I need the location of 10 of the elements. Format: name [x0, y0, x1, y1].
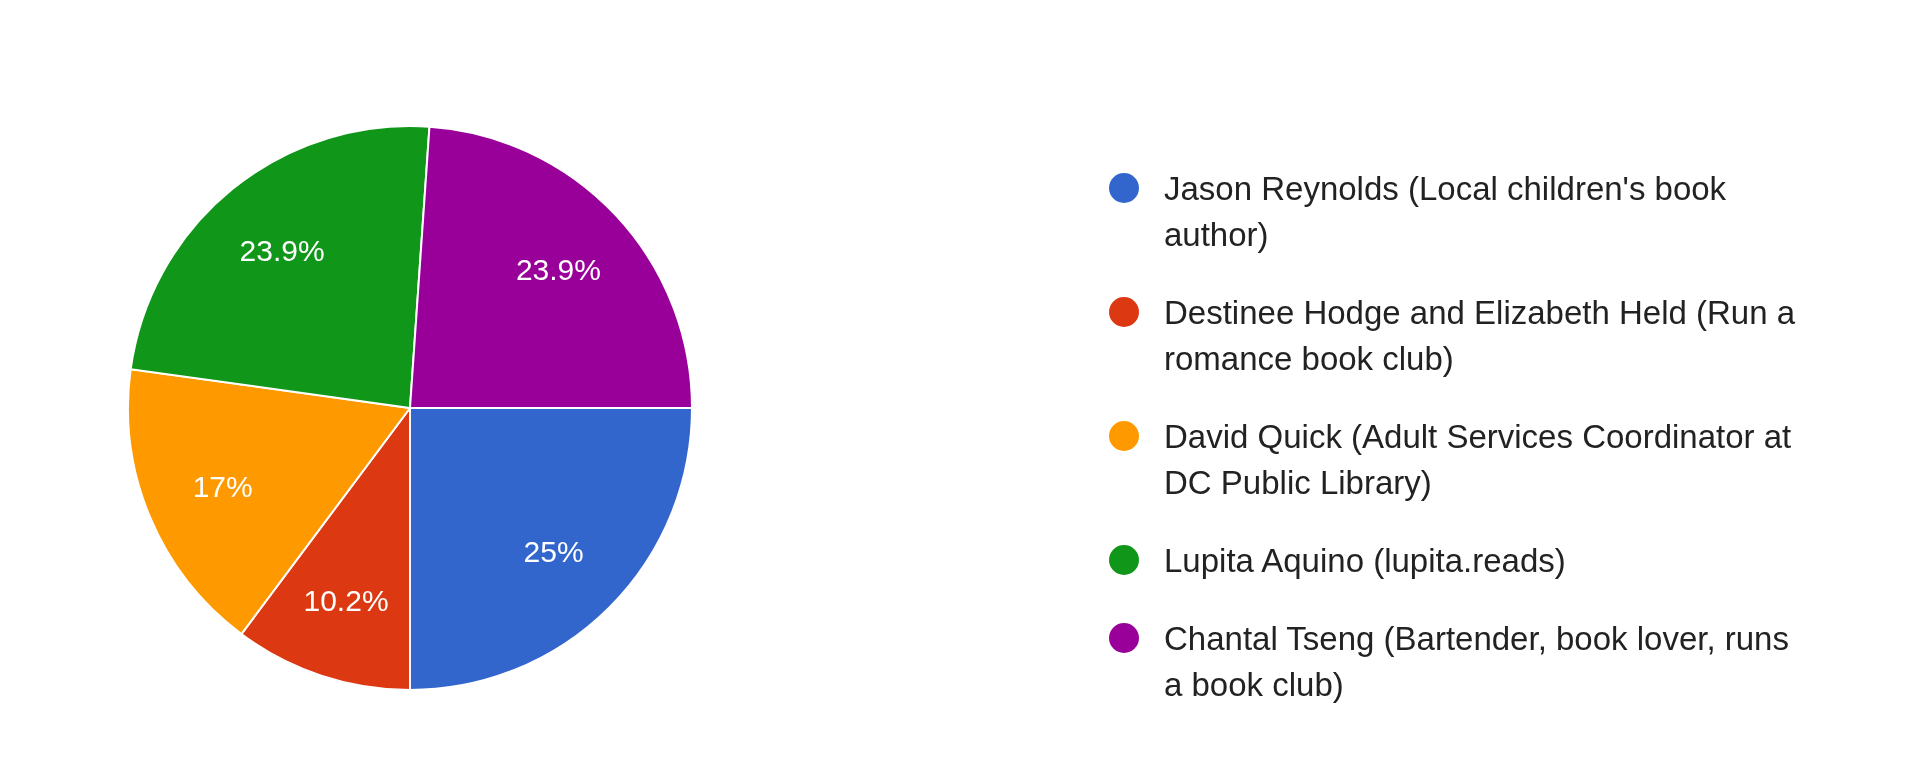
data-label: 10.2%: [303, 584, 389, 618]
data-label: 23.9%: [239, 233, 325, 267]
data-label: 23.9%: [515, 252, 601, 286]
data-label: 25%: [523, 535, 584, 569]
legend-label: Chantal Tseng (Bartender, book lover, runs a book club): [1164, 619, 1789, 703]
legend-label: Lupita Aquino (lupita.reads): [1164, 541, 1566, 579]
legend-label: Destinee Hodge and Elizabeth Held (Run a romance book club): [1164, 293, 1796, 377]
legend-label: David Quick (Adult Services Coordinator at DC Public Library): [1164, 417, 1792, 501]
legend-label: Jason Reynolds (Local children's book author): [1164, 169, 1727, 253]
data-label: 17%: [192, 469, 253, 503]
